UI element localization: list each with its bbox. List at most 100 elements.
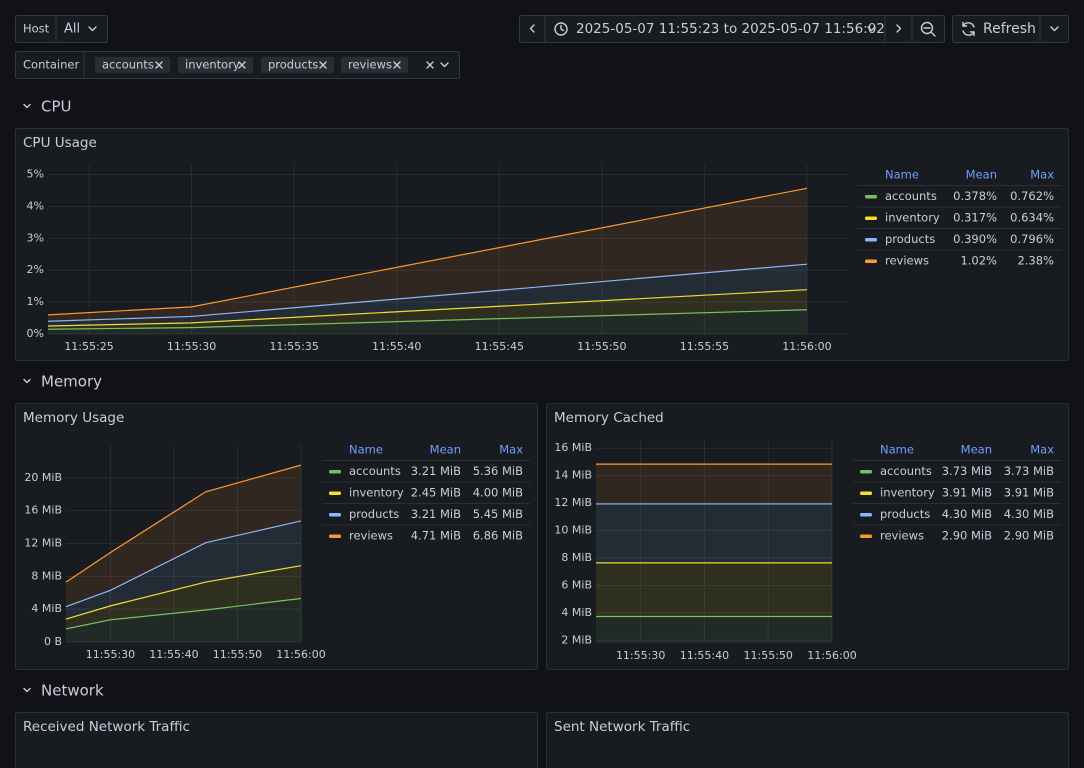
x-tick-label: 11:55:35	[269, 340, 318, 353]
chevron-down[interactable]	[867, 26, 876, 32]
legend-name[interactable]: reviews	[885, 254, 929, 268]
legend-name[interactable]: inventory	[880, 486, 935, 500]
line	[65, 520, 302, 608]
chevron-down[interactable]	[88, 26, 97, 32]
legend-header: Name	[349, 443, 383, 457]
legend-name[interactable]: accounts	[885, 189, 937, 203]
container-label: Container	[23, 58, 79, 72]
collapse-icon[interactable]	[23, 378, 31, 384]
area	[66, 520, 301, 620]
area	[596, 464, 832, 504]
panel-title: CPU Usage	[23, 135, 97, 151]
x-tick-label: 11:55:30	[86, 648, 135, 661]
panel	[15, 712, 538, 768]
collapse-icon[interactable]	[23, 103, 31, 109]
y-tick-label: 2%	[27, 263, 44, 276]
legend-max: 6.86 MiB	[473, 529, 523, 543]
section-title[interactable]: Network	[41, 682, 104, 700]
tag-remove[interactable]	[155, 61, 163, 69]
chevron-down[interactable]	[440, 62, 449, 68]
tag[interactable]	[341, 57, 408, 73]
x-tick-label: 11:55:50	[744, 649, 793, 662]
tag[interactable]	[178, 57, 253, 73]
legend-name[interactable]: inventory	[349, 486, 404, 500]
clear-icon[interactable]	[426, 61, 434, 69]
chart: 0% 1% 2% 3% 4% 5% 11:55:25 11:55:30 11:55:35 11:5…	[27, 165, 1062, 353]
line	[47, 263, 808, 322]
y-tick-label: 8 MiB	[561, 551, 592, 564]
chevron-down[interactable]	[1050, 26, 1059, 32]
legend-mean: 2.90 MiB	[942, 529, 992, 543]
y-tick-label: 3%	[27, 231, 44, 244]
chart: 0 B 4 MiB 8 MiB 12 MiB 16 MiB 20 MiB 11:55:30 1…	[24, 443, 530, 661]
line	[65, 597, 302, 630]
legend-swatch	[329, 534, 341, 538]
x-tick-label: 11:55:30	[616, 649, 665, 662]
legend-mean: 0.390%	[953, 232, 997, 246]
tag-remove[interactable]	[319, 61, 327, 69]
legend-name[interactable]: inventory	[885, 211, 940, 225]
time-forward-button[interactable]	[896, 24, 902, 33]
area	[48, 264, 807, 327]
legend-mean: 0.378%	[953, 189, 997, 203]
legend-header: Name	[885, 168, 919, 182]
tag-label: inventory	[185, 58, 240, 72]
host-picker[interactable]	[15, 15, 108, 43]
y-tick-label: 0%	[27, 327, 44, 340]
tag-label: reviews	[348, 58, 392, 72]
legend-swatch	[860, 491, 872, 495]
legend-mean: 1.02%	[960, 254, 997, 268]
legend-name[interactable]: products	[349, 507, 399, 521]
tag-remove[interactable]	[238, 61, 246, 69]
area	[596, 503, 832, 563]
legend-header: Mean	[966, 168, 997, 182]
refresh-label[interactable]: Refresh	[983, 21, 1036, 37]
legend-name[interactable]: products	[880, 507, 930, 521]
chart: 2 MiB 4 MiB 6 MiB 8 MiB 10 MiB 12 MiB 14 MiB 16…	[554, 440, 1061, 662]
y-tick-label: 12 MiB	[24, 537, 62, 550]
tag[interactable]	[261, 57, 334, 73]
collapse-icon[interactable]	[23, 687, 31, 693]
tag-remove[interactable]	[393, 61, 401, 69]
legend-name[interactable]: accounts	[349, 464, 401, 478]
time-back-button[interactable]	[529, 24, 535, 33]
legend-header: Max	[1030, 443, 1054, 457]
legend-name[interactable]: reviews	[349, 529, 393, 543]
legend-header: Max	[1030, 168, 1054, 182]
refresh-icon[interactable]	[962, 21, 975, 37]
legend-swatch	[865, 259, 877, 263]
area	[66, 565, 301, 629]
tag-remove-stroke	[393, 61, 401, 69]
zoom-out-button[interactable]	[920, 21, 936, 37]
legend-mean: 0.317%	[953, 211, 997, 225]
legend-name[interactable]: products	[885, 232, 935, 246]
y-tick-label: 1%	[27, 295, 44, 308]
legend-header: Mean	[961, 443, 992, 457]
y-tick-label: 8 MiB	[31, 569, 62, 582]
section-title[interactable]: Memory	[41, 373, 102, 391]
time-range[interactable]: 2025-05-07 11:55:23 to 2025-05-07 11:56:…	[576, 21, 885, 37]
legend-name[interactable]: accounts	[880, 464, 932, 478]
legend-max: 2.38%	[1017, 254, 1054, 268]
legend-swatch	[860, 470, 872, 474]
host-label: Host	[23, 22, 50, 36]
x-tick-label: 11:55:50	[213, 648, 262, 661]
section-title[interactable]: CPU	[41, 98, 72, 116]
panel	[15, 403, 538, 670]
line	[47, 309, 807, 330]
tag[interactable]	[95, 57, 170, 73]
clock-icon[interactable]	[554, 22, 568, 36]
y-tick-label: 4%	[27, 199, 44, 212]
area	[596, 616, 832, 643]
x-tick-label: 11:55:45	[475, 340, 524, 353]
tag-remove-stroke	[319, 61, 327, 69]
y-tick-label: 14 MiB	[554, 469, 592, 482]
legend-mean: 3.21 MiB	[411, 464, 461, 478]
legend-mean: 2.45 MiB	[411, 486, 461, 500]
legend-name[interactable]: reviews	[880, 529, 924, 543]
legend-max: 3.91 MiB	[1004, 486, 1054, 500]
tag-remove-stroke	[155, 61, 163, 69]
y-tick-label: 16 MiB	[24, 504, 62, 517]
legend-max: 0.796%	[1010, 232, 1054, 246]
host-value[interactable]: All	[64, 22, 80, 37]
